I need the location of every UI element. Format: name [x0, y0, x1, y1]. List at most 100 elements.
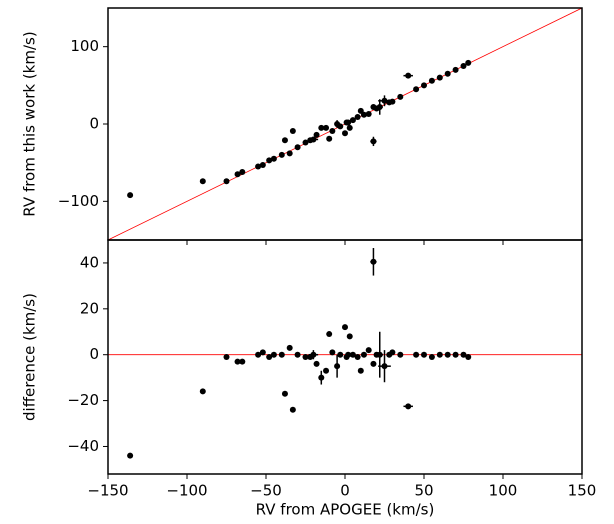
- point: [302, 139, 309, 146]
- point: [452, 66, 459, 73]
- point: [337, 351, 344, 358]
- point: [310, 136, 317, 143]
- point: [255, 351, 262, 358]
- point: [270, 155, 277, 162]
- x-tick-label: −100: [166, 482, 207, 500]
- y-tick-label: 0: [89, 345, 99, 363]
- x-tick-label: 100: [489, 482, 518, 500]
- point: [460, 351, 467, 358]
- point: [444, 351, 451, 358]
- point: [313, 360, 320, 367]
- point: [436, 74, 443, 81]
- y-tick-label: −100: [58, 192, 99, 210]
- point: [413, 86, 420, 93]
- point: [127, 452, 134, 459]
- point: [270, 351, 277, 358]
- point: [428, 354, 435, 360]
- point: [323, 367, 330, 374]
- x-tick-label: 0: [340, 482, 350, 500]
- x-tick-label: −150: [87, 482, 128, 500]
- point: [342, 324, 348, 331]
- point: [349, 351, 356, 358]
- point: [259, 161, 266, 168]
- point: [199, 388, 206, 395]
- point: [370, 258, 377, 265]
- point: [405, 403, 412, 410]
- point: [376, 103, 383, 110]
- x-axis-label: RV from APOGEE (km/s): [256, 501, 435, 519]
- point: [329, 349, 336, 356]
- point: [323, 124, 330, 131]
- point: [376, 351, 383, 358]
- point: [436, 351, 443, 358]
- point: [421, 82, 427, 89]
- point: [452, 351, 459, 358]
- point: [127, 192, 134, 199]
- point: [370, 360, 377, 367]
- point: [354, 114, 361, 121]
- point: [354, 354, 361, 360]
- point: [294, 351, 301, 358]
- point: [465, 354, 472, 360]
- point: [428, 77, 435, 84]
- point: [278, 151, 285, 158]
- point: [460, 63, 467, 69]
- x-tick-label: −50: [250, 482, 282, 500]
- point: [199, 178, 206, 185]
- y-tick-label: 20: [80, 299, 99, 317]
- point: [286, 344, 293, 351]
- y-tick-label: −40: [67, 437, 99, 455]
- point: [223, 178, 230, 185]
- point: [289, 127, 296, 134]
- point: [310, 351, 317, 358]
- point: [345, 119, 352, 126]
- x-tick-label: 50: [414, 482, 433, 500]
- point: [278, 351, 285, 358]
- point: [281, 390, 288, 397]
- point: [349, 117, 356, 124]
- point: [365, 110, 372, 117]
- y-axis-label: difference (km/s): [21, 293, 39, 421]
- point: [313, 131, 320, 138]
- point: [381, 97, 388, 104]
- point: [465, 59, 472, 66]
- y-tick-label: −20: [67, 391, 99, 409]
- point: [337, 123, 344, 130]
- point: [444, 70, 451, 77]
- point: [360, 351, 367, 358]
- point: [389, 98, 396, 105]
- point: [345, 351, 352, 358]
- point: [318, 124, 325, 131]
- point: [413, 351, 420, 358]
- point: [346, 124, 353, 131]
- point: [360, 111, 367, 118]
- point: [289, 406, 296, 413]
- point: [281, 137, 288, 144]
- point: [342, 130, 348, 137]
- point: [326, 135, 333, 142]
- point: [357, 367, 364, 374]
- point: [302, 354, 309, 360]
- point: [381, 363, 388, 370]
- point: [223, 354, 230, 360]
- x-tick-label: 150: [568, 482, 597, 500]
- point: [239, 358, 246, 365]
- point: [329, 127, 336, 134]
- point: [259, 349, 266, 356]
- point: [286, 150, 293, 157]
- y-axis-label: RV from this work (km/s): [21, 31, 39, 216]
- y-tick-label: 100: [70, 37, 99, 55]
- point: [266, 354, 273, 360]
- point: [389, 349, 396, 356]
- point: [239, 168, 246, 175]
- point: [234, 358, 241, 365]
- point: [234, 171, 241, 178]
- point: [318, 374, 325, 381]
- point: [334, 363, 341, 370]
- point: [266, 157, 273, 164]
- point: [346, 333, 353, 340]
- point: [397, 351, 404, 358]
- point: [326, 331, 333, 338]
